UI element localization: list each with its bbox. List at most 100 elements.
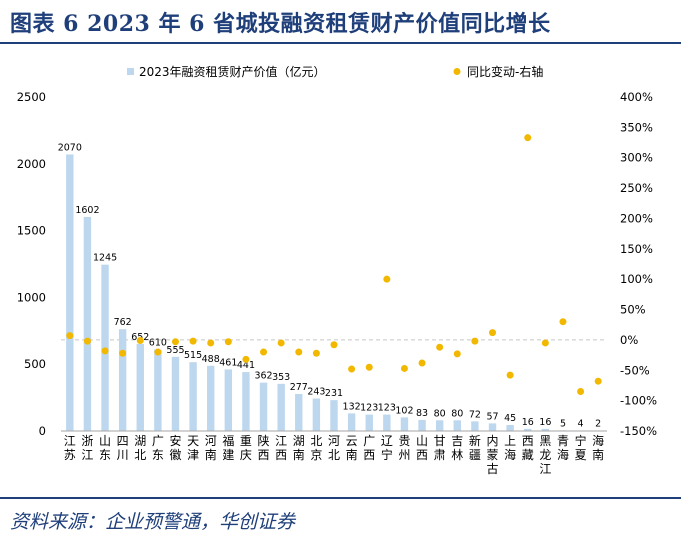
left-tick-label: 1500 bbox=[17, 224, 46, 238]
scatter-series bbox=[66, 134, 602, 396]
bar-黑龙江 bbox=[541, 428, 550, 431]
bar-山西 bbox=[418, 419, 426, 431]
x-tick-label: 甘肃 bbox=[434, 434, 446, 462]
bar-value-label: 102 bbox=[395, 405, 413, 416]
x-tick-label: 江苏 bbox=[64, 434, 76, 462]
chart-title: 图表 6 2023 年 6 省城投融资租赁财产价值同比增长 bbox=[10, 11, 551, 37]
bar-value-label: 461 bbox=[219, 357, 237, 368]
bar-value-label: 80 bbox=[451, 408, 463, 419]
dot-广西 bbox=[365, 363, 373, 371]
dot-上海 bbox=[506, 371, 514, 379]
bar-上海 bbox=[506, 424, 514, 431]
dot-湖南 bbox=[295, 348, 303, 356]
x-tick-label: 浙江 bbox=[81, 434, 93, 462]
left-tick-label: 1000 bbox=[17, 290, 46, 304]
right-tick-label: 400% bbox=[620, 90, 653, 104]
bar-西藏 bbox=[524, 428, 532, 431]
bar-云南 bbox=[347, 413, 356, 431]
dot-西藏 bbox=[524, 134, 532, 142]
bar-value-label: 243 bbox=[307, 387, 325, 398]
bar-value-label: 353 bbox=[272, 372, 290, 383]
bar-value-label: 57 bbox=[486, 411, 498, 422]
legend: 2023年融资租赁财产价值（亿元） 同比变动-右轴 bbox=[127, 64, 543, 79]
bar-value-label: 441 bbox=[237, 360, 255, 371]
right-tick-label: -150% bbox=[620, 424, 657, 438]
dot-海南 bbox=[594, 377, 602, 385]
bar-value-label: 555 bbox=[166, 345, 184, 356]
dot-福建 bbox=[224, 338, 232, 346]
x-tick-label: 贵州 bbox=[398, 434, 410, 462]
x-tick-label: 四川 bbox=[117, 434, 129, 462]
left-tick-label: 0 bbox=[39, 424, 46, 438]
dot-江西 bbox=[277, 339, 285, 347]
bar-value-label: 488 bbox=[202, 354, 220, 365]
right-tick-label: 100% bbox=[620, 272, 653, 286]
source-divider bbox=[0, 497, 681, 499]
dot-湖北 bbox=[136, 337, 144, 345]
bar-北京 bbox=[312, 398, 321, 431]
bar-value-label: 2 bbox=[595, 419, 601, 430]
bar-河北 bbox=[330, 400, 338, 431]
x-tick-label: 广东 bbox=[152, 434, 164, 462]
dot-云南 bbox=[348, 365, 356, 373]
dot-北京 bbox=[312, 349, 320, 357]
bar-value-label: 132 bbox=[343, 401, 361, 412]
dot-甘肃 bbox=[436, 343, 444, 351]
x-tick-label: 广西 bbox=[363, 434, 375, 462]
x-tick-label: 北京 bbox=[310, 434, 322, 462]
x-tick-label: 内蒙古 bbox=[487, 434, 499, 476]
bar-value-label: 1602 bbox=[75, 205, 99, 216]
dot-四川 bbox=[119, 349, 127, 357]
x-tick-label: 西藏 bbox=[522, 434, 534, 462]
right-y-axis: -150% -100% -50% 0% 50% 100% 150% 200% 250% 300% 3… bbox=[620, 90, 657, 438]
x-tick-label: 江西 bbox=[275, 434, 287, 462]
bar-value-label: 610 bbox=[149, 338, 167, 349]
bar-value-label: 5 bbox=[560, 418, 566, 429]
bar-甘肃 bbox=[435, 420, 444, 431]
right-tick-label: -100% bbox=[620, 394, 657, 408]
x-tick-label: 山东 bbox=[99, 434, 111, 462]
x-tick-label: 宁夏 bbox=[575, 433, 587, 462]
bar-value-label: 2070 bbox=[58, 142, 82, 153]
dot-青海 bbox=[559, 318, 567, 326]
bar-value-label: 72 bbox=[469, 409, 481, 420]
legend-bar-swatch bbox=[127, 68, 134, 75]
bar-value-label: 123 bbox=[378, 403, 396, 414]
bar-辽宁 bbox=[383, 414, 391, 431]
chart: 2023年融资租赁财产价值（亿元） 同比变动-右轴 0 500 1000 1500 200… bbox=[17, 64, 657, 476]
dot-吉林 bbox=[453, 350, 461, 358]
title-bar: 图表 6 2023 年 6 省城投融资租赁财产价值同比增长 bbox=[0, 0, 681, 44]
dot-辽宁 bbox=[383, 275, 391, 283]
left-y-axis: 0 500 1000 1500 2000 2500 bbox=[17, 90, 46, 438]
right-tick-label: 350% bbox=[620, 120, 653, 134]
bar-河南 bbox=[207, 365, 215, 431]
x-tick-label: 上海 bbox=[504, 434, 516, 462]
bar-value-label: 16 bbox=[539, 417, 551, 428]
bar-value-label: 123 bbox=[360, 403, 378, 414]
x-tick-label: 湖南 bbox=[293, 433, 305, 462]
legend-dot-label: 同比变动-右轴 bbox=[467, 64, 543, 79]
x-tick-label: 黑龙江 bbox=[539, 434, 551, 476]
bar-四川 bbox=[118, 329, 127, 431]
bar-安徽 bbox=[171, 356, 180, 431]
bar-value-label: 80 bbox=[434, 408, 446, 419]
dot-天津 bbox=[189, 337, 197, 345]
left-tick-label: 500 bbox=[24, 357, 46, 371]
x-tick-label: 重庆 bbox=[240, 434, 252, 462]
source-note: 资料来源：企业预警通，华创证券 bbox=[10, 511, 296, 533]
dot-陕西 bbox=[260, 348, 268, 356]
dot-黑龙江 bbox=[541, 339, 549, 347]
bar-福建 bbox=[224, 369, 233, 431]
bar-浙江 bbox=[83, 216, 92, 431]
right-tick-label: 300% bbox=[620, 151, 653, 165]
x-tick-label: 海南 bbox=[592, 433, 604, 462]
right-tick-label: 250% bbox=[620, 181, 653, 195]
dot-安徽 bbox=[171, 338, 179, 346]
x-tick-label: 陕西 bbox=[258, 433, 270, 462]
x-tick-label: 湖北 bbox=[134, 433, 146, 462]
x-tick-label: 辽宁 bbox=[381, 434, 393, 462]
bar-吉林 bbox=[453, 420, 461, 431]
dot-内蒙古 bbox=[489, 329, 497, 337]
right-tick-label: 0% bbox=[620, 333, 638, 347]
x-tick-label: 河南 bbox=[205, 434, 217, 462]
